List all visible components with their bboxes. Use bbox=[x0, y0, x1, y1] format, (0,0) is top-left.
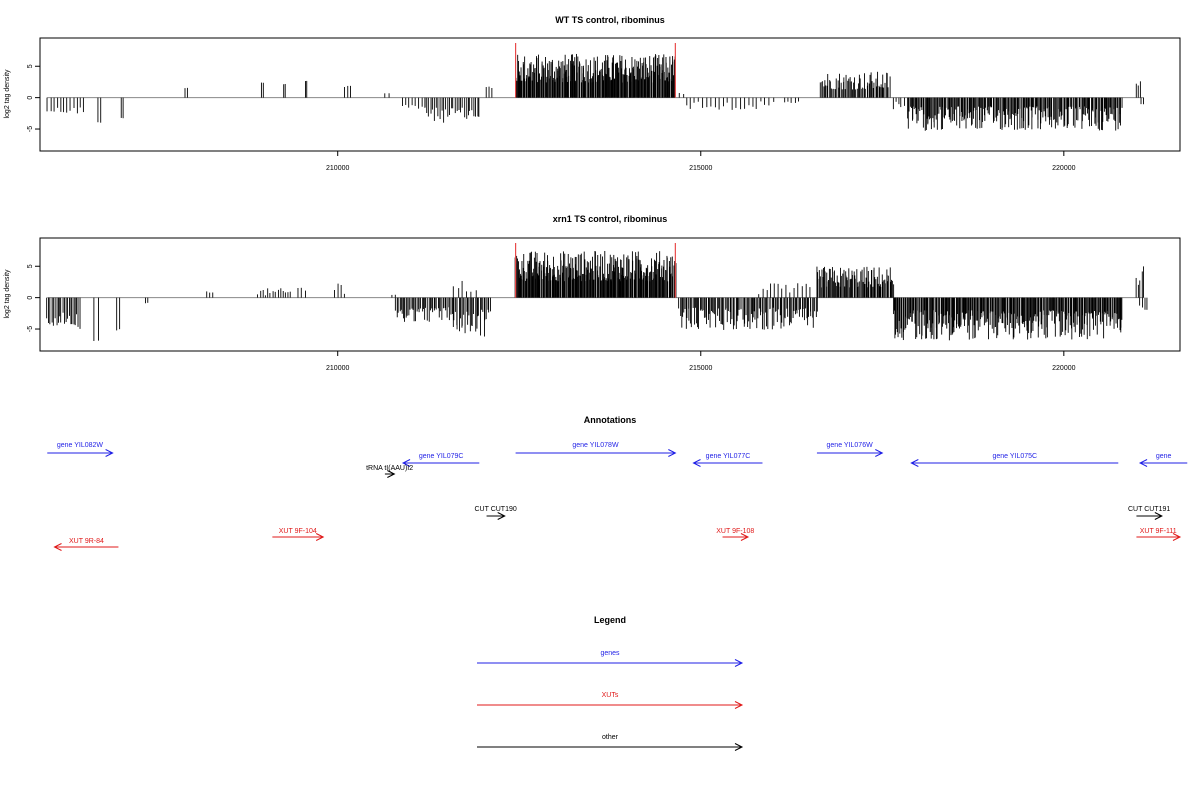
x-tick-label: 210000 bbox=[326, 165, 349, 172]
feature-label: gene YIL075C bbox=[992, 453, 1037, 460]
x-axis: 210000 215000 220000 bbox=[326, 151, 1076, 172]
xut-feature: XUT 9F-111 bbox=[1136, 528, 1182, 541]
xrn1-density-panel: xrn1 TS control, ribominus log2 tag dens… bbox=[4, 214, 1181, 372]
arrow-head bbox=[315, 533, 325, 541]
y-tick-label: 0 bbox=[27, 96, 34, 100]
legend-title: Legend bbox=[594, 615, 626, 625]
x-tick-label: 220000 bbox=[1052, 165, 1075, 172]
arrow-head bbox=[910, 459, 919, 467]
x-tick-label: 215000 bbox=[689, 165, 712, 172]
y-tick-label: -5 bbox=[27, 326, 34, 332]
panel-title: xrn1 TS control, ribominus bbox=[553, 214, 668, 224]
arrow-head bbox=[53, 543, 62, 551]
arrow-head bbox=[497, 512, 506, 520]
arrow-head bbox=[105, 449, 114, 457]
feature-label: XUT 9F-111 bbox=[1140, 528, 1177, 535]
annotation-features: gene YIL082W gene YIL079C gene YIL078W gene… bbox=[47, 442, 1188, 551]
xut-feature: XUT 9R-84 bbox=[53, 538, 119, 551]
x-tick-label: 215000 bbox=[689, 365, 712, 372]
arrow-head bbox=[1154, 512, 1163, 520]
feature-label: tRNA tI(AAU)I2 bbox=[366, 465, 413, 472]
legend-label: other bbox=[602, 734, 619, 741]
y-axis-label: log2 tag density bbox=[4, 269, 11, 319]
legend-arrow-head bbox=[734, 701, 744, 709]
density-bars bbox=[46, 243, 1148, 342]
arrow-head bbox=[692, 459, 701, 467]
legend-arrow-head bbox=[734, 743, 744, 751]
gene-feature: gene YIL077C bbox=[692, 453, 763, 467]
gene-feature: gene YIL076W bbox=[816, 442, 884, 457]
xut-feature: XUT 9F-108 bbox=[716, 528, 754, 541]
feature-label: gene YIL082W bbox=[57, 442, 104, 449]
other-feature: tRNA tI(AAU)I2 bbox=[366, 465, 413, 478]
other-feature: CUT CUT190 bbox=[474, 506, 517, 520]
panel-title: WT TS control, ribominus bbox=[555, 15, 665, 25]
feature-label: gene YIL077C bbox=[706, 453, 751, 460]
legend: Legend genes XUTs other bbox=[477, 615, 744, 751]
arrow-head bbox=[401, 459, 411, 467]
feature-label: XUT 9F-108 bbox=[716, 528, 754, 535]
feature-label: gene YIL076W bbox=[827, 442, 874, 449]
annotations-title: Annotations bbox=[584, 415, 637, 425]
legend-items: genes XUTs other bbox=[477, 650, 744, 751]
arrow-head bbox=[668, 449, 677, 457]
y-axis: -5 0 5 bbox=[27, 64, 40, 132]
density-bars bbox=[46, 43, 1144, 131]
gene-feature: gene bbox=[1138, 453, 1188, 467]
legend-label: XUTs bbox=[602, 692, 619, 699]
gene-feature: gene YIL078W bbox=[515, 442, 677, 457]
feature-label: gene YIL078W bbox=[572, 442, 619, 449]
arrow-head bbox=[1138, 459, 1148, 467]
x-tick-label: 220000 bbox=[1052, 365, 1075, 372]
gene-feature: gene YIL075C bbox=[910, 453, 1119, 467]
feature-label: CUT CUT191 bbox=[1128, 506, 1170, 513]
wt-density-panel: WT TS control, ribominus log2 tag densit… bbox=[4, 15, 1181, 172]
arrow-head bbox=[387, 470, 396, 478]
y-tick-label: 0 bbox=[27, 296, 34, 300]
arrow-head bbox=[740, 533, 750, 541]
arrow-head bbox=[1172, 533, 1182, 541]
y-axis: -5 0 5 bbox=[27, 264, 40, 332]
x-tick-label: 210000 bbox=[326, 365, 349, 372]
gene-feature: gene YIL079C bbox=[401, 453, 480, 467]
x-axis: 210000 215000 220000 bbox=[326, 351, 1076, 372]
other-feature: CUT CUT191 bbox=[1128, 506, 1170, 520]
legend-item: genes bbox=[477, 650, 744, 667]
feature-label: XUT 9R-84 bbox=[69, 538, 104, 545]
feature-label: gene bbox=[1156, 453, 1172, 460]
y-tick-label: -5 bbox=[27, 126, 34, 132]
gene-feature: gene YIL082W bbox=[47, 442, 114, 457]
feature-label: gene YIL079C bbox=[419, 453, 464, 460]
feature-label: XUT 9F-104 bbox=[279, 528, 317, 535]
legend-label: genes bbox=[600, 650, 620, 657]
legend-arrow-head bbox=[734, 659, 744, 667]
y-tick-label: 5 bbox=[27, 64, 34, 68]
plot-frame bbox=[39, 237, 1181, 352]
y-axis-label: log2 tag density bbox=[4, 69, 11, 119]
legend-item: XUTs bbox=[477, 692, 744, 709]
arrow-head bbox=[875, 449, 884, 457]
xut-feature: XUT 9F-104 bbox=[272, 528, 325, 541]
plot-frame bbox=[39, 37, 1181, 152]
feature-label: CUT CUT190 bbox=[474, 506, 516, 513]
legend-item: other bbox=[477, 734, 744, 751]
y-tick-label: 5 bbox=[27, 264, 34, 268]
